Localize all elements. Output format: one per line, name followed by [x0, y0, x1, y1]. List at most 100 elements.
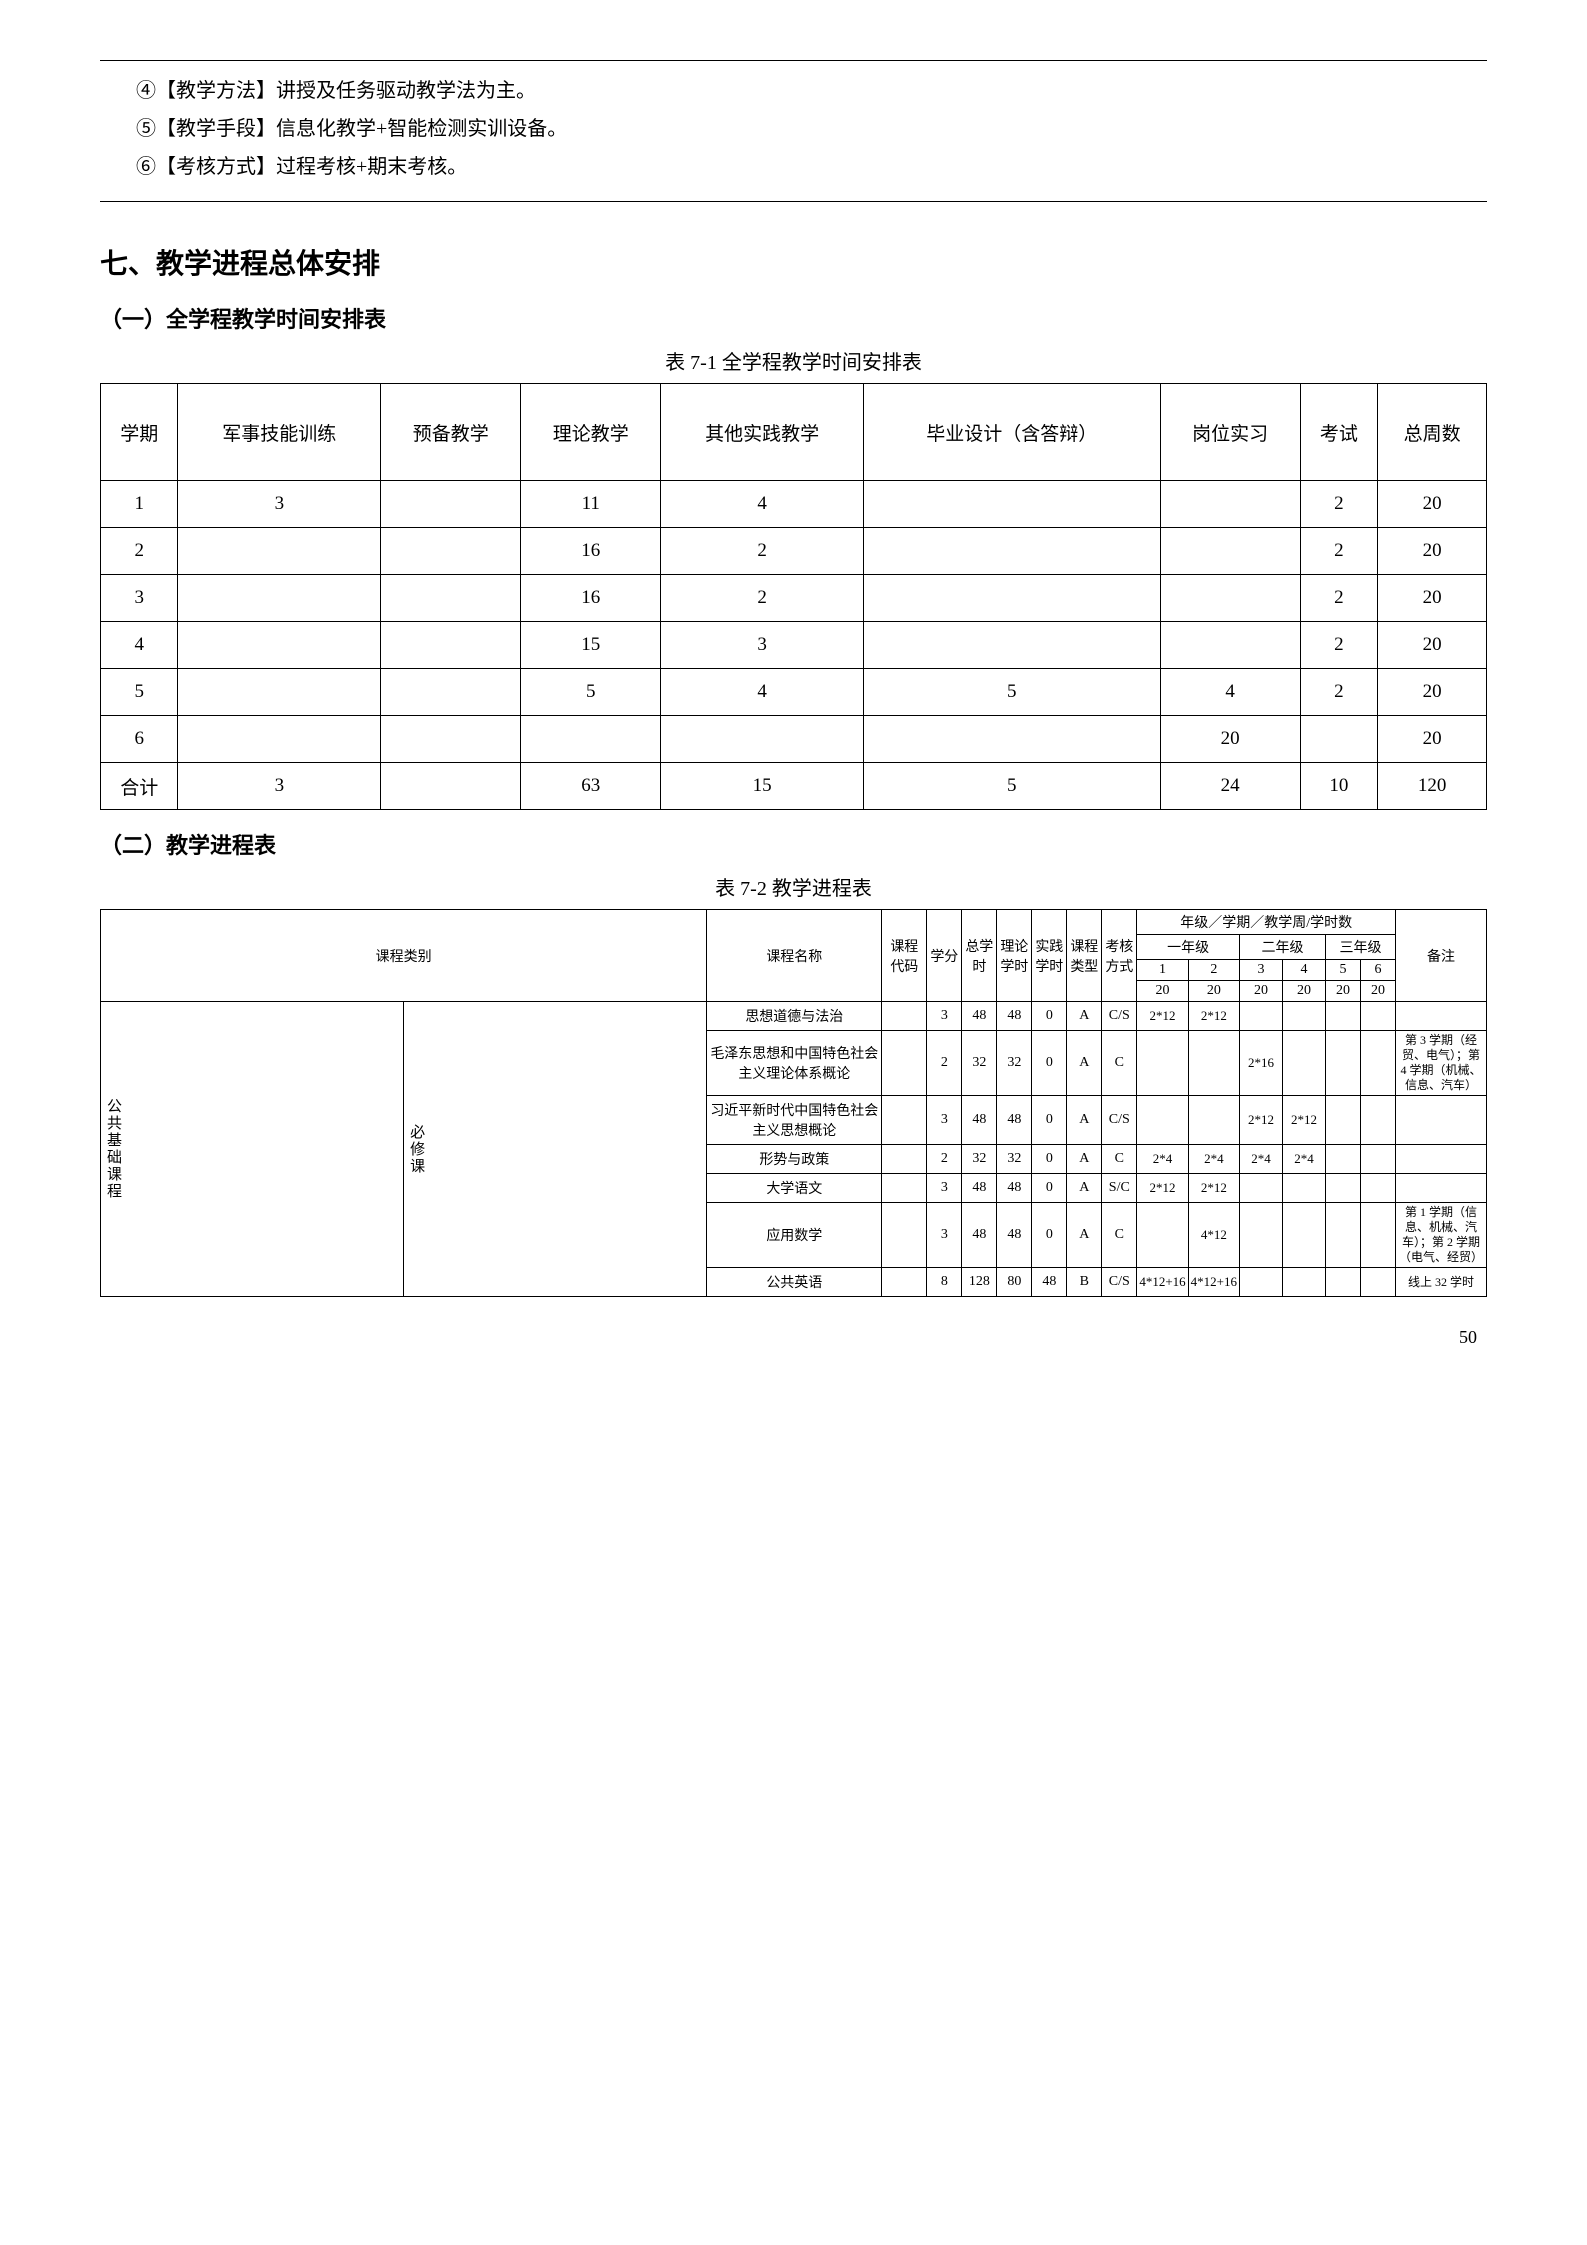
- t2-cell: 0: [1032, 1002, 1067, 1031]
- t1-cell: 20: [1160, 716, 1300, 763]
- t2-cell: [1326, 1268, 1361, 1297]
- t2-cell: [1326, 1096, 1361, 1145]
- t2-cell: 毛泽东思想和中国特色社会主义理论体系概论: [707, 1031, 882, 1096]
- t1-cell: 4: [101, 622, 178, 669]
- t1-cell: [178, 575, 381, 622]
- t2-cell: [1137, 1031, 1188, 1096]
- t1-cell: [178, 669, 381, 716]
- t2-cell: [1361, 1268, 1396, 1297]
- t1-cell: 5: [864, 669, 1161, 716]
- t1-cell: 11: [521, 481, 661, 528]
- t2-cell: 3: [927, 1002, 962, 1031]
- t1-cell: [521, 716, 661, 763]
- t2-cell: [1240, 1174, 1283, 1203]
- t2-cell: [1326, 1145, 1361, 1174]
- t2-cell: 习近平新时代中国特色社会主义思想概论: [707, 1096, 882, 1145]
- t2-cell: 48: [997, 1002, 1032, 1031]
- t2h-w3: 20: [1240, 981, 1283, 1002]
- t2-cell: 2*4: [1283, 1145, 1326, 1174]
- t2-cell: B: [1067, 1268, 1102, 1297]
- t1-cell: [178, 716, 381, 763]
- t2-cell: C: [1102, 1145, 1137, 1174]
- subsection-2-title: （二）教学进程表: [100, 828, 1487, 860]
- t2-cell: C: [1102, 1203, 1137, 1268]
- t1-cell: 20: [1378, 716, 1487, 763]
- t2-cell: 公共英语: [707, 1268, 882, 1297]
- t1-cell: 2: [101, 528, 178, 575]
- t2h-credit: 学分: [927, 910, 962, 1002]
- t2-cell: [882, 1203, 927, 1268]
- t2-cell: [1240, 1002, 1283, 1031]
- t1-cell: 16: [521, 575, 661, 622]
- t2h-w6: 20: [1361, 981, 1396, 1002]
- t2h-w2: 20: [1188, 981, 1239, 1002]
- t1-cell: 2: [1300, 575, 1377, 622]
- t1-cell: 合计: [101, 763, 178, 810]
- t1-cell: 6: [101, 716, 178, 763]
- t2-cell: [1361, 1203, 1396, 1268]
- t1-cell: 5: [101, 669, 178, 716]
- t2-cell: 4*12+16: [1188, 1268, 1239, 1297]
- t2-cell: S/C: [1102, 1174, 1137, 1203]
- t2-cell: [1326, 1002, 1361, 1031]
- t2-cell: [1283, 1268, 1326, 1297]
- t2-cell: 48: [962, 1203, 997, 1268]
- t2-cell: 0: [1032, 1174, 1067, 1203]
- t2-cell: 4*12: [1188, 1203, 1239, 1268]
- t1-cell: [381, 528, 521, 575]
- t2-cell: [1326, 1203, 1361, 1268]
- t1-cell: 1: [101, 481, 178, 528]
- t1-cell: 63: [521, 763, 661, 810]
- t2-cell: [1240, 1268, 1283, 1297]
- t2-cell: [1326, 1174, 1361, 1203]
- t1-header-cell: 岗位实习: [1160, 384, 1300, 481]
- t1-cell: [381, 622, 521, 669]
- t2-cell: 2*12: [1188, 1174, 1239, 1203]
- t1-cell: 3: [101, 575, 178, 622]
- t2h-name: 课程名称: [707, 910, 882, 1002]
- t1-cell: 20: [1378, 669, 1487, 716]
- t2-cell: 0: [1032, 1203, 1067, 1268]
- t2-cell: 3: [927, 1096, 962, 1145]
- t1-cell: 4: [661, 669, 864, 716]
- t2-cell: 3: [927, 1203, 962, 1268]
- t2-cell: [1240, 1203, 1283, 1268]
- intro-line-1: ④【教学方法】讲授及任务驱动教学法为主。: [136, 75, 1487, 107]
- t1-cell: 20: [1378, 622, 1487, 669]
- t2-cell: 3: [927, 1174, 962, 1203]
- t1-cell: 3: [661, 622, 864, 669]
- t1-header-cell: 其他实践教学: [661, 384, 864, 481]
- t2-cell: 0: [1032, 1096, 1067, 1145]
- t1-cell: 120: [1378, 763, 1487, 810]
- t1-cell: 20: [1378, 528, 1487, 575]
- t1-cell: 4: [661, 481, 864, 528]
- t1-cell: [178, 528, 381, 575]
- t2-cell: 2*4: [1188, 1145, 1239, 1174]
- t2h-s1: 1: [1137, 960, 1188, 981]
- t1-header-cell: 预备教学: [381, 384, 521, 481]
- t2-cell: 2*12: [1240, 1096, 1283, 1145]
- t2-cell: [882, 1002, 927, 1031]
- t2h-w1: 20: [1137, 981, 1188, 1002]
- t2-cell: 形势与政策: [707, 1145, 882, 1174]
- t2-cell: [882, 1096, 927, 1145]
- t2-cell: [882, 1268, 927, 1297]
- t2-cell: A: [1067, 1174, 1102, 1203]
- t2-cell: 第 1 学期（信息、机械、汽车）；第 2 学期（电气、经贸）: [1396, 1203, 1487, 1268]
- t1-cell: [1160, 575, 1300, 622]
- t1-cell: 15: [661, 763, 864, 810]
- t2-cell: A: [1067, 1031, 1102, 1096]
- table-7-1: 学期军事技能训练预备教学理论教学其他实践教学毕业设计（含答辩）岗位实习考试总周数…: [100, 383, 1487, 810]
- t1-cell: 10: [1300, 763, 1377, 810]
- t2-cell: [1283, 1002, 1326, 1031]
- t1-cell: [381, 669, 521, 716]
- t1-cell: 2: [1300, 669, 1377, 716]
- t2h-practice: 实践学时: [1032, 910, 1067, 1002]
- t2h-s3: 3: [1240, 960, 1283, 981]
- t2h-type: 课程类型: [1067, 910, 1102, 1002]
- t2h-theory: 理论学时: [997, 910, 1032, 1002]
- t2h-w5: 20: [1326, 981, 1361, 1002]
- t1-cell: 24: [1160, 763, 1300, 810]
- t2-cell: 思想道德与法治: [707, 1002, 882, 1031]
- t2-cell: [1361, 1145, 1396, 1174]
